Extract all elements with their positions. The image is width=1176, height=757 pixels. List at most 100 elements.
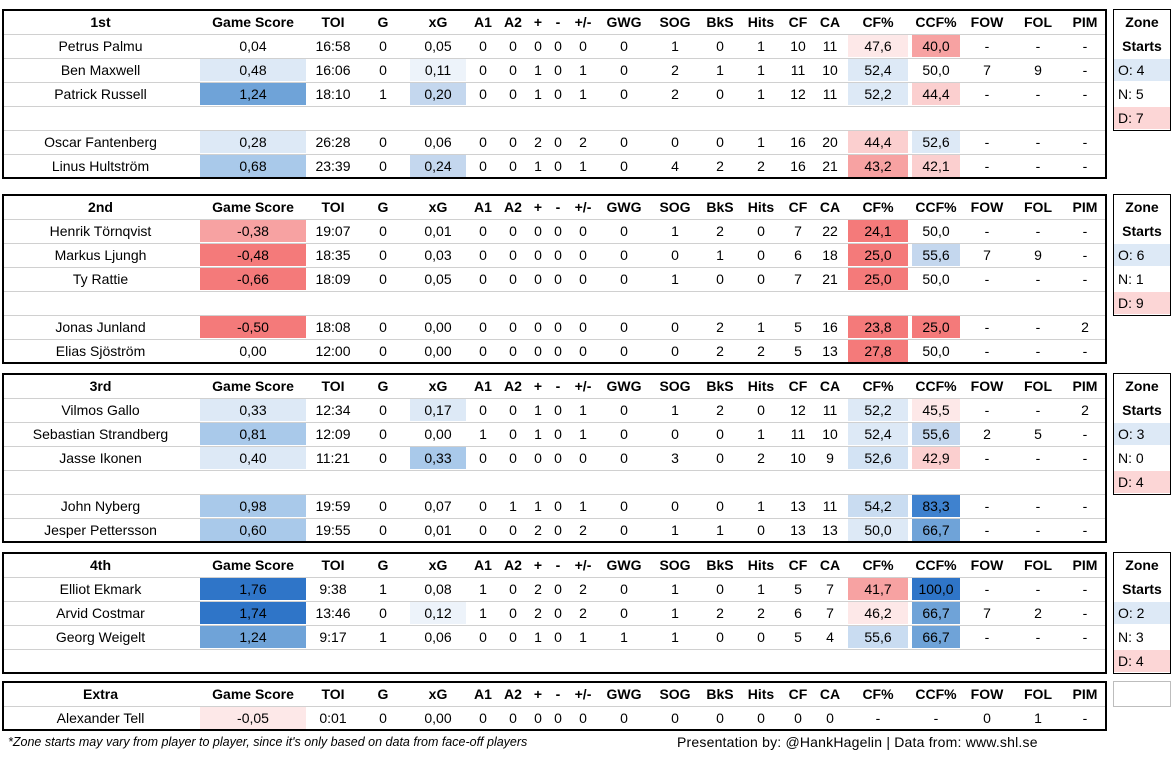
stat-cell: 0 (620, 581, 628, 597)
stat-cell: 0 (509, 223, 517, 239)
column-header: TOI (321, 199, 345, 215)
stat-cell: 1 (579, 498, 587, 514)
stat-cell: 1 (579, 402, 587, 418)
stat-cell: 55,6 (912, 423, 960, 445)
column-header: A1 (474, 199, 492, 215)
stat-cell: - (1082, 158, 1088, 174)
stat-cell: 0 (554, 450, 562, 466)
column-header: xG (428, 378, 448, 394)
row-divider (3, 625, 1106, 626)
stat-cell: 0,08 (410, 578, 466, 600)
stat-cell: -0,48 (200, 244, 306, 266)
stat-cell: 0 (620, 319, 628, 335)
row-divider (3, 243, 1106, 244)
stat-cell: 0 (671, 247, 679, 263)
stat-cell: 0 (620, 402, 628, 418)
stat-cell: - (1035, 581, 1041, 597)
column-header: A1 (474, 557, 492, 573)
stat-cell: 0 (479, 86, 487, 102)
stat-cell: 1 (620, 629, 628, 645)
stat-cell: 0 (716, 450, 724, 466)
row-divider (3, 422, 1106, 423)
stat-cell: 0 (579, 450, 587, 466)
stat-cell: 2 (983, 426, 991, 442)
stat-cell: 0 (716, 426, 724, 442)
column-header: FOL (1024, 557, 1052, 573)
stat-cell: 0,81 (200, 423, 306, 445)
stat-cell: - (1035, 319, 1041, 335)
stat-cell: 0 (509, 86, 517, 102)
stat-cell: 0 (479, 450, 487, 466)
stat-cell: 5 (794, 629, 802, 645)
player-name: Alexander Tell (56, 710, 145, 726)
stat-cell: 12:00 (315, 343, 351, 359)
stat-cell: 0 (983, 710, 991, 726)
column-header: PIM (1072, 557, 1098, 573)
stat-cell: 0 (579, 271, 587, 287)
column-header: A1 (474, 14, 492, 30)
stat-cell: 2 (534, 522, 542, 538)
stat-cell: 0 (379, 426, 387, 442)
stat-cell: 0 (620, 498, 628, 514)
stat-cell: 0,05 (410, 268, 466, 290)
zone-o-value: O: 2 (1114, 602, 1170, 624)
stat-cell: - (933, 710, 939, 726)
column-header: - (555, 557, 561, 573)
stat-cell: 0 (534, 343, 542, 359)
stat-cell: 0 (554, 343, 562, 359)
stat-cell: 52,2 (848, 83, 908, 105)
stat-cell: 0 (826, 710, 834, 726)
column-header: GWG (606, 199, 642, 215)
column-header: A2 (504, 686, 522, 702)
zone-header: Zone (1125, 14, 1159, 30)
column-header: Game Score (212, 199, 294, 215)
stat-cell: 2 (716, 319, 724, 335)
stat-cell: 1,76 (200, 578, 306, 600)
stat-cell: 0,33 (200, 399, 306, 421)
stat-cell: 2 (534, 134, 542, 150)
column-header: A1 (474, 686, 492, 702)
stat-cell: 1 (479, 426, 487, 442)
stat-cell: 0 (620, 247, 628, 263)
stat-cell: 16 (790, 134, 806, 150)
stat-cell: - (984, 223, 990, 239)
stat-cell: 0 (479, 223, 487, 239)
zone-subheader: Starts (1122, 223, 1162, 239)
stat-cell: - (1082, 343, 1088, 359)
row-divider (3, 649, 1106, 650)
stat-cell: 1 (534, 402, 542, 418)
column-header: SOG (659, 199, 691, 215)
stat-cell: - (984, 581, 990, 597)
column-header: Game Score (212, 686, 294, 702)
stat-cell: 1 (579, 426, 587, 442)
stat-cell: 0 (620, 86, 628, 102)
column-header: PIM (1072, 686, 1098, 702)
stat-cell: 1 (534, 426, 542, 442)
column-header: CA (819, 199, 841, 215)
row-divider (3, 82, 1106, 83)
player-name: Jonas Junland (55, 319, 146, 335)
line-block (2, 9, 1107, 179)
stat-cell: - (1082, 498, 1088, 514)
stat-cell: 2 (1081, 319, 1089, 335)
stat-cell: - (1082, 629, 1088, 645)
stat-cell: 13 (790, 498, 806, 514)
column-header: Game Score (212, 557, 294, 573)
stat-cell: - (1035, 86, 1041, 102)
stat-cell: 2 (716, 343, 724, 359)
stat-cell: 1 (379, 86, 387, 102)
line-block (2, 552, 1107, 674)
stat-cell: 1 (671, 581, 679, 597)
stat-cell: 27,8 (848, 340, 908, 362)
stat-cell: - (984, 402, 990, 418)
column-header: Game Score (212, 378, 294, 394)
stat-cell: 0 (554, 38, 562, 54)
zone-n-value: N: 3 (1114, 626, 1170, 648)
line-title: Extra (82, 686, 119, 702)
player-name: Ty Rattie (72, 271, 129, 287)
stat-cell: 0 (509, 426, 517, 442)
stat-cell: 25,0 (848, 268, 908, 290)
stat-cell: 0 (509, 629, 517, 645)
column-header: CF (788, 686, 808, 702)
stat-cell: - (984, 319, 990, 335)
